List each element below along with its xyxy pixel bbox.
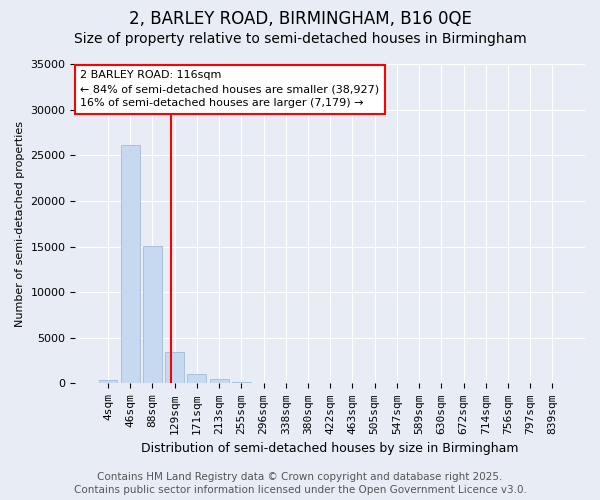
- Text: Contains HM Land Registry data © Crown copyright and database right 2025.
Contai: Contains HM Land Registry data © Crown c…: [74, 472, 526, 495]
- Bar: [143, 246, 162, 384]
- Bar: [232, 382, 251, 384]
- Text: 2 BARLEY ROAD: 116sqm
← 84% of semi-detached houses are smaller (38,927)
16% of : 2 BARLEY ROAD: 116sqm ← 84% of semi-deta…: [80, 70, 380, 108]
- Bar: [98, 380, 118, 384]
- Text: Size of property relative to semi-detached houses in Birmingham: Size of property relative to semi-detach…: [74, 32, 526, 46]
- Bar: [165, 352, 184, 384]
- Bar: [121, 145, 140, 384]
- X-axis label: Distribution of semi-detached houses by size in Birmingham: Distribution of semi-detached houses by …: [142, 442, 519, 455]
- Text: 2, BARLEY ROAD, BIRMINGHAM, B16 0QE: 2, BARLEY ROAD, BIRMINGHAM, B16 0QE: [128, 10, 472, 28]
- Bar: [209, 380, 229, 384]
- Bar: [187, 374, 206, 384]
- Y-axis label: Number of semi-detached properties: Number of semi-detached properties: [15, 120, 25, 326]
